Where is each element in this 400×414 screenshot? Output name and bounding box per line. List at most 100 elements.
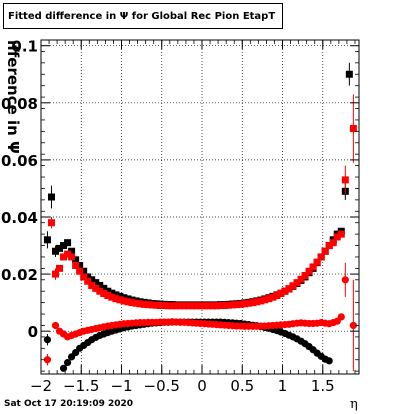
x-tick-label: −1.5 xyxy=(63,377,99,395)
data-point-square xyxy=(88,276,96,284)
data-point-square xyxy=(72,256,80,264)
data-point-circle xyxy=(63,358,72,367)
data-point-square xyxy=(333,233,341,241)
y-axis-label: ifference in Ψ xyxy=(4,40,22,154)
data-point-square xyxy=(88,282,96,290)
data-point-square xyxy=(200,302,208,310)
data-point-circle xyxy=(43,336,52,344)
data-point-square xyxy=(128,299,136,307)
data-point-square xyxy=(257,297,265,305)
data-point-square xyxy=(60,253,68,261)
data-point-square xyxy=(305,267,313,275)
data-point-square xyxy=(281,287,289,295)
y-tick-label: 0 xyxy=(28,323,38,341)
data-point-square xyxy=(277,289,285,297)
data-point-square xyxy=(72,262,80,270)
data-point-square xyxy=(180,302,188,310)
data-point-square xyxy=(80,273,88,281)
data-point-square xyxy=(249,299,257,307)
data-point-square xyxy=(329,239,337,247)
y-tick-label: 0.1 xyxy=(11,38,38,56)
data-point-square xyxy=(116,296,124,304)
data-point-circle xyxy=(43,356,52,364)
data-point-square xyxy=(176,302,184,310)
data-point-square xyxy=(217,301,225,309)
y-tick-label: 0.06 xyxy=(1,152,38,170)
data-point-circle xyxy=(51,321,60,330)
data-point-square xyxy=(76,262,84,270)
chart-title-box: Fitted difference in Ψ for Global Rec Pi… xyxy=(3,3,283,29)
data-point-square xyxy=(152,301,160,309)
x-tick-label: 1.5 xyxy=(311,377,335,395)
data-point-square xyxy=(156,301,164,309)
x-tick-label: 0.5 xyxy=(230,377,254,395)
data-point-square xyxy=(221,301,229,309)
data-point-square xyxy=(204,302,212,310)
data-point-circle xyxy=(337,313,345,321)
data-point-square xyxy=(164,302,172,310)
data-point-square xyxy=(124,298,132,306)
data-point-square xyxy=(64,250,72,258)
data-point-square xyxy=(80,267,88,275)
data-point-square xyxy=(253,298,261,306)
data-point-square xyxy=(92,279,100,287)
data-point-square xyxy=(96,287,104,295)
data-point-square xyxy=(188,302,196,310)
data-point-square xyxy=(172,302,180,310)
data-point-square xyxy=(245,299,253,307)
data-point-square xyxy=(297,275,305,283)
data-point-square xyxy=(148,301,156,309)
timestamp-footer: Sat Oct 17 20:19:09 2020 xyxy=(4,399,134,409)
data-point-square xyxy=(112,291,120,299)
data-point-square xyxy=(269,293,277,301)
y-tick-label: 0.02 xyxy=(1,266,38,284)
data-point-circle xyxy=(325,357,333,365)
x-tick-label: −1 xyxy=(110,377,132,395)
x-tick-label: −0.5 xyxy=(144,377,180,395)
grid-lines xyxy=(40,40,359,374)
data-point-square xyxy=(100,289,108,297)
data-point-square xyxy=(64,239,72,247)
data-point-square xyxy=(100,284,108,292)
data-point-square xyxy=(309,263,317,271)
data-point-square xyxy=(68,247,76,255)
data-point-square xyxy=(184,302,192,310)
data-point-square xyxy=(265,295,273,303)
data-point-square xyxy=(92,284,100,292)
axis-ticks xyxy=(40,40,359,374)
data-point-square xyxy=(237,300,245,308)
data-point-square xyxy=(229,301,237,309)
x-tick-label: 0 xyxy=(197,377,207,395)
data-point-square xyxy=(51,270,59,278)
data-point-square xyxy=(337,230,345,238)
data-point-square xyxy=(132,299,140,307)
data-point-square xyxy=(349,124,357,132)
data-point-square xyxy=(261,296,269,304)
x-tick-label: −2 xyxy=(30,377,52,395)
data-point-square xyxy=(345,70,353,78)
data-point-square xyxy=(108,293,116,301)
data-point-square xyxy=(104,291,112,299)
data-point-square xyxy=(225,301,233,309)
data-point-square xyxy=(43,236,51,244)
data-point-square xyxy=(289,282,297,290)
data-point-square xyxy=(144,301,152,309)
data-point-square xyxy=(56,244,64,252)
data-point-square xyxy=(341,176,349,184)
data-point-circle xyxy=(341,276,349,284)
data-point-square xyxy=(112,295,120,303)
data-point-square xyxy=(84,277,92,285)
data-point-square xyxy=(273,291,281,299)
y-tick-label: 0.04 xyxy=(1,209,38,227)
data-point-square xyxy=(213,302,221,310)
data-point-square xyxy=(325,242,333,250)
data-point-square xyxy=(317,253,325,261)
data-point-square xyxy=(293,279,301,287)
data-point-square xyxy=(192,302,200,310)
data-point-square xyxy=(56,264,64,272)
y-axis-label-container: ifference in Ψ xyxy=(4,40,24,190)
y-tick-label: 0.08 xyxy=(1,95,38,113)
data-point-square xyxy=(313,258,321,266)
tick-labels: −2 −1.5 −1 −0.5 0 0.5 1 1.5 0 0.02 0.04 0.06 0.08 0.1 xyxy=(1,38,335,395)
data-point-circle xyxy=(349,321,357,330)
